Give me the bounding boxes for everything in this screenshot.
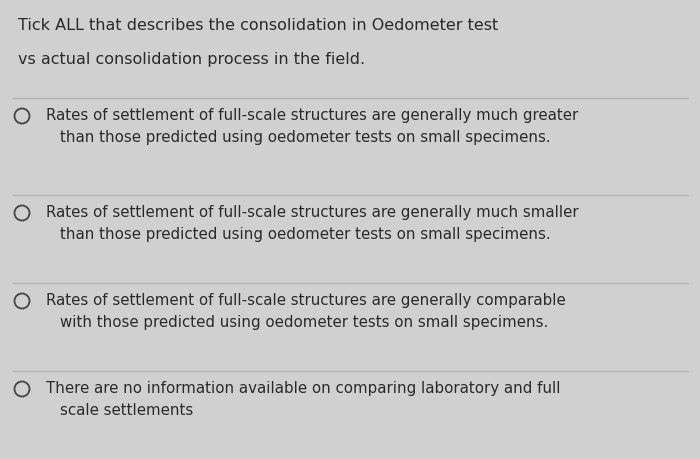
Text: with those predicted using oedometer tests on small specimens.: with those predicted using oedometer tes… xyxy=(60,315,548,330)
Text: Rates of settlement of full-scale structures are generally much greater: Rates of settlement of full-scale struct… xyxy=(46,108,578,123)
Text: Rates of settlement of full-scale structures are generally much smaller: Rates of settlement of full-scale struct… xyxy=(46,205,579,220)
Text: than those predicted using oedometer tests on small specimens.: than those predicted using oedometer tes… xyxy=(60,130,551,145)
Text: Rates of settlement of full-scale structures are generally comparable: Rates of settlement of full-scale struct… xyxy=(46,293,566,308)
Text: There are no information available on comparing laboratory and full: There are no information available on co… xyxy=(46,381,561,396)
Text: scale settlements: scale settlements xyxy=(60,403,193,418)
Text: Tick ALL that describes the consolidation in Oedometer test: Tick ALL that describes the consolidatio… xyxy=(18,18,498,33)
Text: vs actual consolidation process in the field.: vs actual consolidation process in the f… xyxy=(18,52,365,67)
Text: than those predicted using oedometer tests on small specimens.: than those predicted using oedometer tes… xyxy=(60,227,551,242)
